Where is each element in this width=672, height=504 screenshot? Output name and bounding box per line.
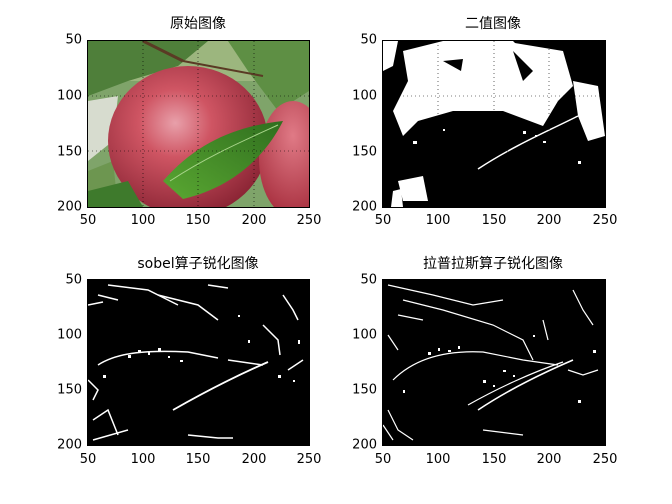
x-tick-label: 50 [374, 452, 392, 467]
y-tick-label: 50 [65, 272, 82, 288]
x-tick-label: 150 [481, 452, 507, 467]
y-tick-label: 50 [360, 272, 377, 288]
x-tick-label: 100 [130, 213, 156, 228]
x-tick-label: 50 [374, 213, 392, 228]
y-tick-label: 150 [352, 144, 377, 160]
y-tick-label: 100 [352, 327, 377, 343]
laplacian-image-axes [382, 279, 606, 446]
x-tick-label: 100 [425, 213, 451, 228]
panel-title: 拉普拉斯算子锐化图像 [423, 256, 563, 272]
x-tick-label: 250 [592, 213, 618, 228]
x-tick-label: 200 [241, 452, 267, 467]
original-image [88, 41, 309, 207]
x-tick-label: 200 [241, 213, 267, 228]
panel-title: 二值图像 [465, 16, 521, 32]
y-tick-label: 50 [360, 32, 377, 48]
y-tick-label: 200 [57, 437, 82, 453]
y-tick-label: 150 [57, 144, 82, 160]
y-tick-label: 100 [57, 88, 82, 104]
y-tick-label: 150 [352, 382, 377, 398]
y-tick-label: 200 [57, 199, 82, 215]
y-tick-label: 100 [352, 88, 377, 104]
laplacian-image [383, 280, 605, 445]
sobel-image-axes [87, 279, 310, 446]
y-tick-label: 50 [65, 32, 82, 48]
binary-image [383, 41, 605, 207]
x-tick-label: 200 [536, 452, 562, 467]
x-tick-label: 150 [185, 452, 211, 467]
panel-title: sobel算子锐化图像 [137, 256, 259, 272]
binary-image-axes [382, 40, 606, 208]
x-tick-label: 50 [79, 452, 97, 467]
y-tick-label: 200 [352, 437, 377, 453]
sobel-image [88, 280, 309, 445]
x-tick-label: 150 [185, 213, 211, 228]
y-tick-label: 150 [57, 382, 82, 398]
x-tick-label: 200 [536, 213, 562, 228]
x-tick-label: 250 [296, 452, 322, 467]
x-tick-label: 100 [425, 452, 451, 467]
y-tick-label: 100 [57, 327, 82, 343]
original-image-axes [87, 40, 310, 208]
y-tick-label: 200 [352, 199, 377, 215]
x-tick-label: 100 [130, 452, 156, 467]
x-tick-label: 150 [481, 213, 507, 228]
x-tick-label: 250 [296, 213, 322, 228]
x-tick-label: 50 [79, 213, 97, 228]
x-tick-label: 250 [592, 452, 618, 467]
panel-title: 原始图像 [170, 16, 226, 32]
